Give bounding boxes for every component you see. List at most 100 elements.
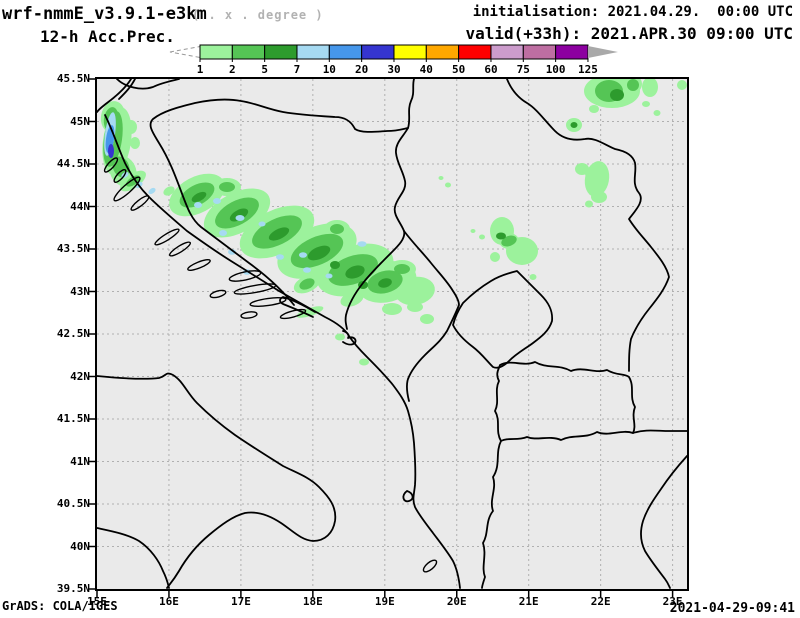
island-outline <box>103 157 119 173</box>
country-border <box>407 79 415 129</box>
resolution-note: ( . x . degree ) <box>192 8 324 22</box>
map-canvas <box>89 78 687 597</box>
lat-axis-label: 40.5N <box>56 497 90 510</box>
precip-cell <box>570 122 578 128</box>
colorbar-segment <box>555 44 589 60</box>
precip-cell <box>303 267 311 273</box>
lat-axis-label: 45N <box>70 114 90 128</box>
country-border <box>452 270 554 369</box>
island-outline <box>113 169 127 183</box>
island-outline <box>279 308 307 320</box>
colorbar-tick-label: 2 <box>229 63 236 76</box>
colorbar-tick-label: 60 <box>484 63 497 76</box>
lat-axis-label: 44.5N <box>56 157 90 170</box>
precip-cell <box>642 79 658 97</box>
precip-cell <box>496 232 506 240</box>
island-outline <box>240 311 258 319</box>
precip-cell <box>130 137 140 149</box>
precip-cell <box>276 254 284 260</box>
precip-cell <box>479 234 485 240</box>
lon-axis-label: 22E <box>590 595 611 608</box>
lon-axis-label: 19E <box>374 595 395 608</box>
country-border <box>149 98 409 330</box>
precip-cell <box>585 200 593 208</box>
precip-cell <box>108 144 114 158</box>
precip-cell <box>382 303 402 315</box>
precip-cell <box>325 273 333 279</box>
precip-cell <box>394 264 410 274</box>
precip-cell <box>330 224 344 234</box>
precip-cell <box>235 215 245 221</box>
precip-cell <box>490 252 500 262</box>
precip-cell <box>610 89 624 101</box>
model-title: wrf-nmmE_v3.9.1-e3km <box>2 4 207 24</box>
colorbar-right-arrow <box>587 46 618 58</box>
precip-cell <box>229 208 249 222</box>
lon-axis-label: 23E <box>662 595 683 608</box>
product-label: 12-h Acc.Prec. <box>40 27 175 46</box>
colorbar-segment <box>231 44 266 60</box>
island-outline <box>130 195 150 211</box>
precip-cell <box>148 187 156 195</box>
island-outline <box>168 241 192 257</box>
island-outline <box>233 283 277 295</box>
precip-cell <box>585 170 595 178</box>
precip-cell <box>653 110 661 116</box>
lon-axis-label: 16E <box>159 595 179 608</box>
island-outline <box>209 289 227 299</box>
precip-cell <box>296 306 324 318</box>
precip-cell <box>219 230 227 236</box>
lat-axis-label: 40N <box>70 539 90 553</box>
lon-axis-label: 15E <box>87 595 107 608</box>
coastline <box>97 372 337 589</box>
lat-axis-label: 45.5N <box>56 72 90 85</box>
colorbar-tick-label: 10 <box>323 63 336 76</box>
precip-cell <box>395 276 435 306</box>
precip-cell <box>591 191 607 203</box>
colorbar-tick-label: 5 <box>261 63 268 76</box>
colorbar-segment <box>425 44 460 60</box>
precip-cell <box>268 227 290 241</box>
precip-cell <box>438 176 444 180</box>
lon-axis-label: 18E <box>302 595 323 608</box>
colorbar-segment <box>522 44 557 60</box>
precip-cell <box>299 252 307 258</box>
precip-cell <box>228 249 236 255</box>
precip-cell <box>575 163 589 175</box>
country-border <box>506 79 670 372</box>
island-outline <box>113 176 141 202</box>
precip-cell <box>125 120 137 134</box>
coastline <box>104 114 461 589</box>
colorbar-segment <box>328 44 363 60</box>
precip-cell <box>307 245 331 261</box>
island-outline <box>249 297 287 307</box>
coastline <box>402 490 414 503</box>
lon-axis-label: 20E <box>446 595 467 608</box>
colorbar-tick-label: 100 <box>546 63 566 76</box>
colorbar-tick-label: 125 <box>578 63 598 76</box>
colorbar-segment <box>296 44 330 60</box>
country-border <box>481 440 502 589</box>
colorbar-tick-label: 7 <box>294 63 301 76</box>
island-outline <box>228 270 262 282</box>
precip-cell <box>258 221 266 227</box>
precip-cell <box>627 79 639 91</box>
coastline <box>97 79 132 113</box>
colorbar-segment <box>264 44 298 60</box>
colorbar-segment <box>199 44 233 60</box>
valid-time-label: valid(+33h): 2021.APR.30 09:00 UTC <box>465 24 793 43</box>
lat-axis-label: 41N <box>70 454 90 468</box>
coastline <box>97 527 170 589</box>
country-border <box>632 429 687 434</box>
colorbar-tick-label: 1 <box>197 63 204 76</box>
colorbar-segment <box>458 44 492 60</box>
lat-axis-label: 39.5N <box>56 582 90 595</box>
precip-cell <box>529 274 537 280</box>
country-border <box>494 361 636 442</box>
colorbar-segment <box>490 44 524 60</box>
coastline <box>342 330 357 346</box>
lat-axis-label: 41.5N <box>56 412 90 425</box>
colorbar-left-arrow <box>169 45 201 59</box>
lat-axis-label: 42.5N <box>56 327 90 340</box>
